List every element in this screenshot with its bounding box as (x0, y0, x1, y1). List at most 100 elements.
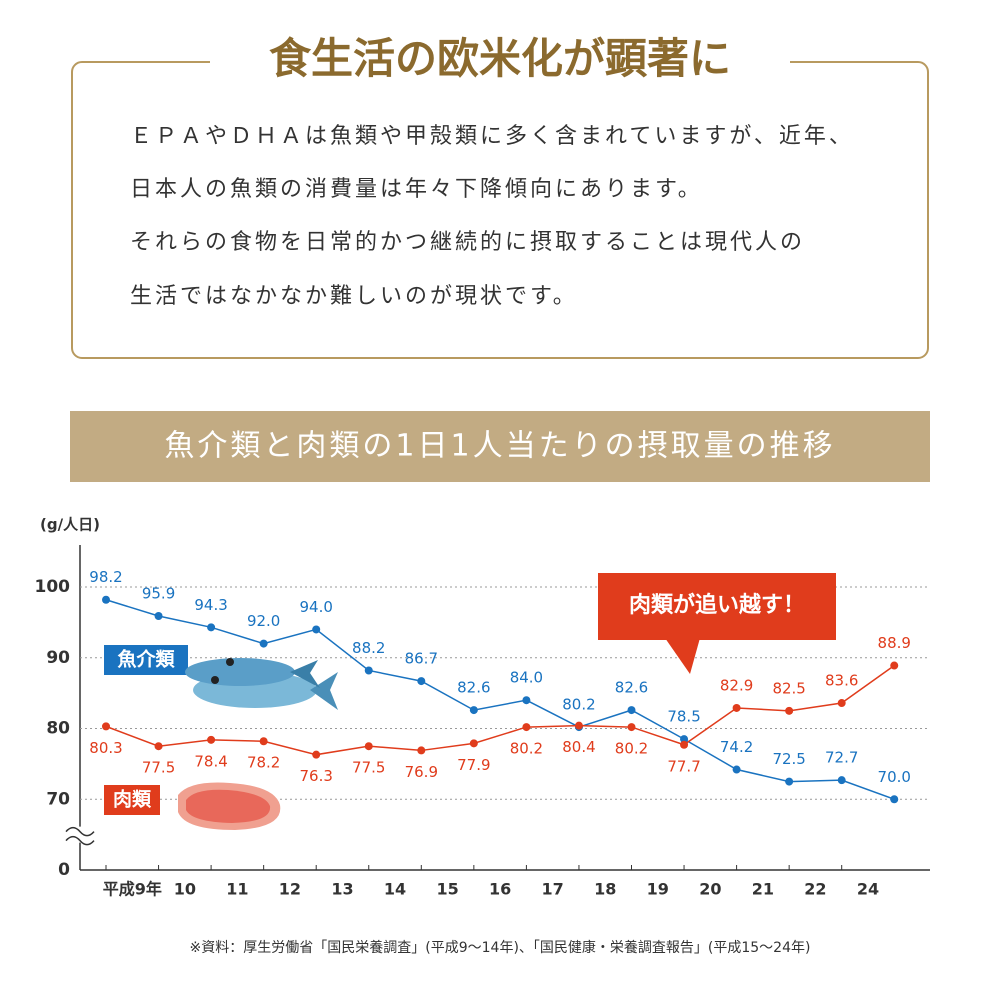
data-label: 83.6 (825, 672, 858, 690)
data-point (627, 706, 636, 715)
x-tick-label: 14 (384, 880, 406, 899)
meat-illustration (178, 782, 281, 830)
data-point (522, 696, 531, 705)
data-label: 86.7 (405, 650, 438, 668)
data-point (364, 742, 373, 751)
data-label: 88.9 (878, 634, 911, 652)
legend-label: 魚介類 (117, 648, 175, 671)
data-point (890, 661, 899, 670)
data-label: 80.4 (562, 738, 595, 756)
data-label: 77.9 (457, 756, 490, 774)
data-point (785, 706, 794, 715)
data-point (469, 706, 478, 715)
data-label: 72.7 (825, 749, 858, 767)
axis-break-gap (68, 826, 92, 843)
data-point (417, 746, 426, 755)
page-title: 食生活の欧米化が顕著に (269, 34, 731, 83)
x-tick-label: 20 (699, 880, 721, 899)
x-tick-label: 19 (647, 880, 669, 899)
data-point (469, 739, 478, 748)
data-point (207, 623, 216, 632)
title-gap (210, 30, 790, 94)
data-label: 82.5 (772, 679, 805, 697)
data-label: 78.2 (247, 754, 280, 772)
intro-line: 日本人の魚類の消費量は年々下降傾向にあります。 (130, 177, 703, 202)
series-line (105, 664, 895, 756)
data-point (312, 625, 321, 634)
data-label: 78.4 (194, 752, 227, 770)
source-note: ※資料：厚生労働省「国民栄養調査」(平成9〜14年)、「国民健康・栄養調査報告」… (190, 939, 811, 956)
data-label: 77.5 (142, 759, 175, 777)
data-label: 92.0 (247, 612, 280, 630)
x-tick-label: 22 (804, 880, 826, 899)
data-label: 80.3 (89, 739, 122, 757)
data-point (154, 742, 163, 751)
data-label: 72.5 (772, 750, 805, 768)
data-label: 98.2 (89, 568, 122, 586)
data-point (102, 722, 110, 731)
data-point (259, 639, 268, 648)
x-tick-label: 11 (226, 880, 248, 899)
data-label: 70.0 (878, 768, 911, 786)
data-point (364, 666, 373, 675)
data-label: 84.0 (510, 669, 543, 687)
data-point (102, 595, 110, 604)
y-tick-label: 70 (46, 789, 70, 809)
data-point (837, 699, 846, 708)
data-point (732, 703, 741, 712)
data-label: 82.9 (720, 676, 753, 694)
data-label: 94.0 (299, 598, 332, 616)
data-label: 94.3 (194, 596, 227, 614)
data-point (259, 737, 268, 746)
legend-label: 肉類 (113, 788, 152, 811)
data-label: 95.9 (142, 585, 175, 603)
x-tick-label: 平成9年 (103, 880, 162, 899)
data-point (312, 750, 321, 759)
data-point (522, 723, 531, 732)
data-point (207, 735, 216, 744)
data-label: 74.2 (720, 738, 753, 756)
plot: 0 70 80 90 100 平成9年 10 11 12 13 14 15 16 17 18 19 20 21 22… (35, 545, 930, 899)
data-point (680, 735, 689, 744)
data-point (574, 721, 583, 730)
data-label: 88.2 (352, 639, 385, 657)
data-label: 80.2 (562, 696, 595, 714)
data-point (785, 777, 794, 786)
data-label: 82.6 (615, 679, 648, 697)
data-point (417, 677, 426, 686)
data-point (680, 740, 689, 749)
data-label: 76.3 (299, 767, 332, 785)
data-label: 78.5 (667, 708, 700, 726)
data-point (890, 795, 899, 804)
legend-box (104, 645, 188, 675)
fish-illustration (185, 658, 338, 710)
data-label: 77.5 (352, 759, 385, 777)
data-label: 77.7 (667, 757, 700, 775)
intro-box (71, 61, 929, 359)
data-point (837, 776, 846, 785)
intro-line: 生活ではなかなか難しいのが現状です。 (130, 284, 578, 309)
x-tick-label: 15 (436, 880, 458, 899)
callout-text: 肉類が追い越す！ (629, 592, 805, 618)
y-tick-label: 90 (46, 648, 70, 668)
intro-line: ＥＰＡやＤＨＡは魚類や甲殻類に多く含まれていますが、近年、 (130, 124, 854, 149)
x-tick-label: 16 (489, 880, 511, 899)
y-tick-label: 80 (46, 719, 70, 739)
chart-title: 魚介類と肉類の1日1人当たりの摂取量の推移 (164, 429, 835, 464)
y-tick-label: 100 (35, 577, 71, 597)
intro-line: それらの食物を日常的かつ継続的に摂取することは現代人の (130, 230, 805, 255)
axis-break (65, 826, 95, 846)
data-point (627, 723, 636, 732)
callout: 肉類が追い越す！ (598, 573, 836, 674)
x-tick-label: 21 (752, 880, 774, 899)
x-tick-label: 17 (542, 880, 564, 899)
x-tick-label: 18 (594, 880, 616, 899)
data-point (732, 765, 741, 774)
x-tick-label: 24 (857, 880, 879, 899)
series-line (105, 599, 895, 800)
data-label: 80.2 (615, 740, 648, 758)
x-tick-label: 10 (174, 880, 196, 899)
data-point (154, 612, 163, 621)
